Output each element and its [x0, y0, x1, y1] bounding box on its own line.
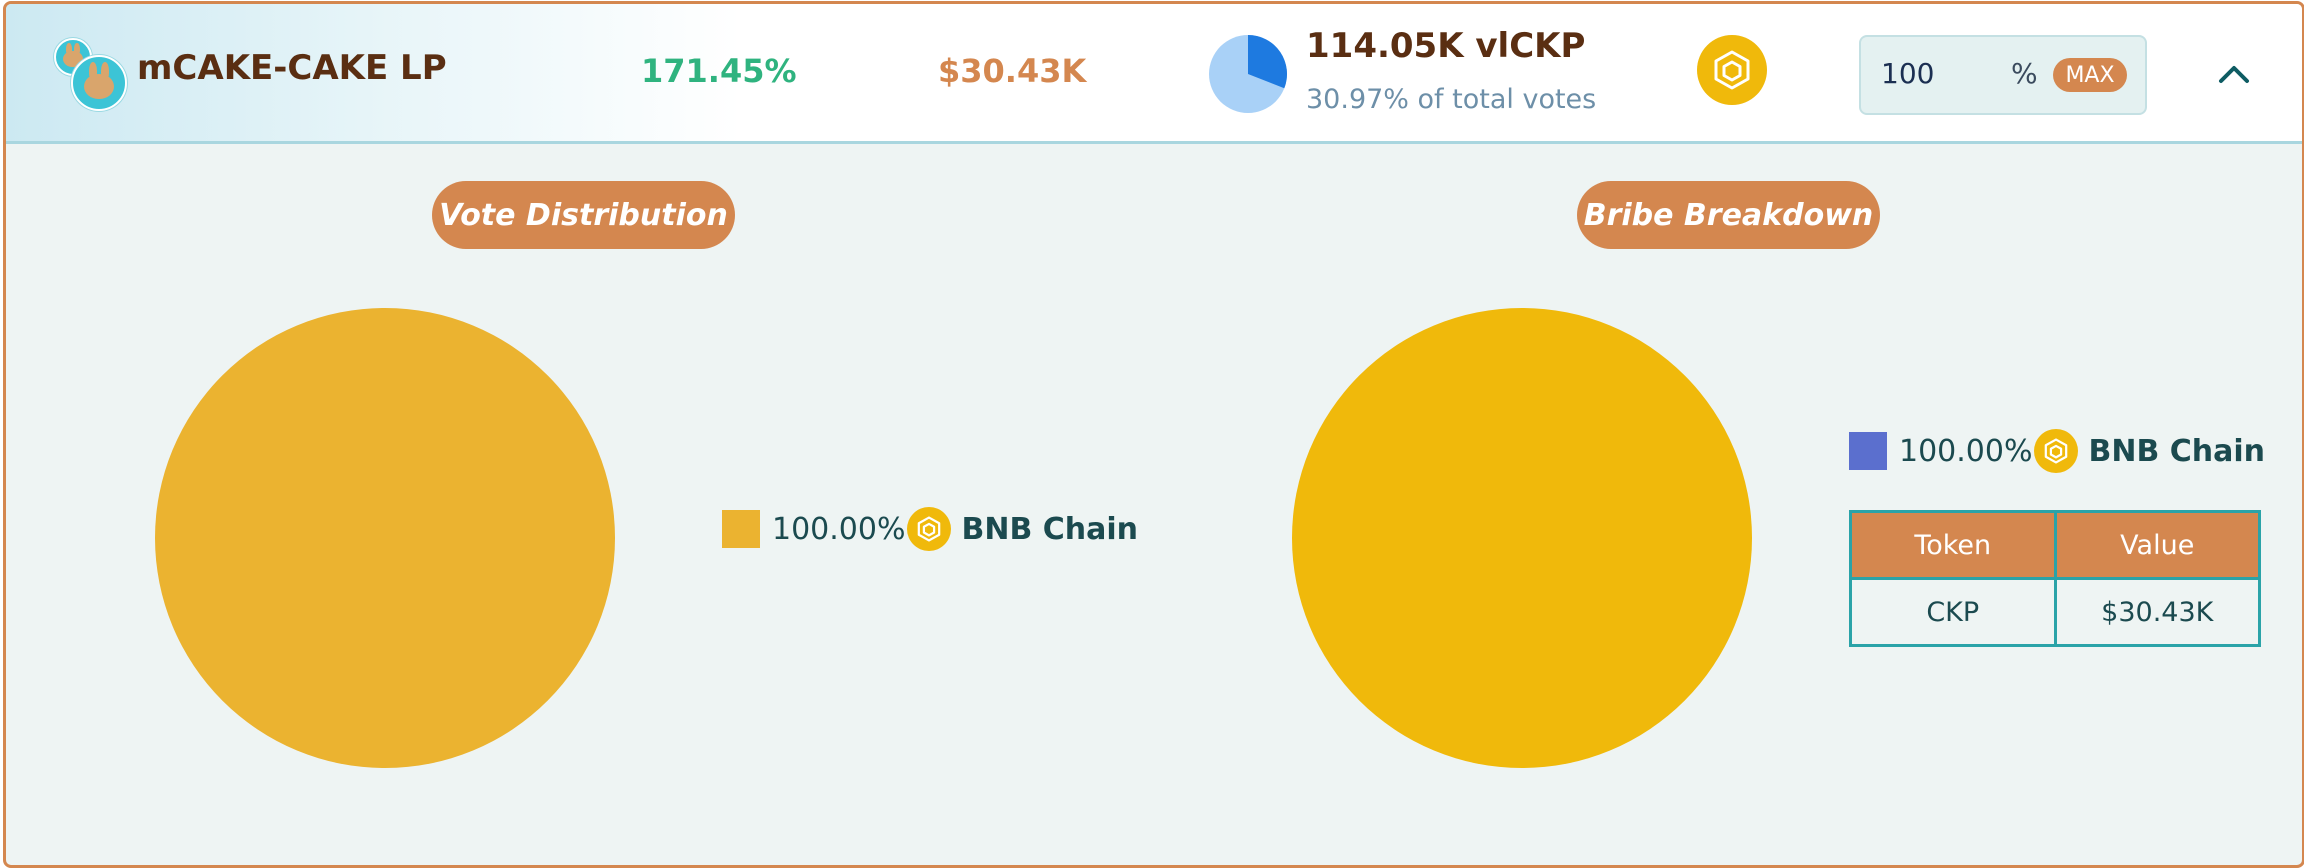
bribe-breakdown-pie-slice-bnb-chain: [1292, 308, 1752, 768]
vote-share-pie-icon: [1209, 35, 1287, 113]
max-button[interactable]: MAX: [2053, 58, 2127, 92]
table-row: CKP $30.43K: [1849, 577, 2261, 647]
legend-percent: 100.00%: [772, 511, 906, 547]
pool-name: mCAKE-CAKE LP: [137, 48, 447, 88]
legend-label: BNB Chain: [961, 511, 1139, 547]
table-cell-token: CKP: [1849, 577, 2057, 647]
vote-percent-field: % MAX: [1859, 35, 2147, 115]
vote-share-pie-slice: [1248, 35, 1287, 89]
votes-value: 114.05K vlCKP: [1306, 26, 1586, 66]
bribe-table: Token Value CKP $30.43K: [1849, 510, 2261, 647]
bribe-breakdown-legend-item: 100.00% BNB Chain: [1849, 429, 2265, 473]
vote-distribution-pie-slice-bnb-chain: [155, 308, 615, 768]
legend-percent: 100.00%: [1899, 433, 2033, 469]
table-header-row: Token Value: [1849, 510, 2261, 580]
pool-token-logos: [54, 36, 130, 112]
cake-token-icon: [71, 55, 127, 111]
table-cell-value: $30.43K: [2053, 577, 2261, 647]
vote-percent-input[interactable]: [1879, 56, 1993, 91]
column-header-value: Value: [2053, 510, 2261, 580]
bnb-chain-icon: [907, 507, 952, 551]
bribe-breakdown-pie: [1292, 308, 1752, 768]
percent-symbol: %: [2011, 57, 2038, 90]
bnb-chain-icon: [1697, 35, 1767, 105]
legend-swatch: [1849, 432, 1887, 470]
votes-share: 30.97% of total votes: [1306, 84, 1597, 115]
bnb-chain-icon: [2034, 429, 2079, 473]
column-header-token: Token: [1849, 510, 2057, 580]
apr-value: 171.45%: [641, 52, 797, 90]
legend-swatch: [722, 510, 760, 548]
bribe-breakdown-title: Bribe Breakdown: [1577, 181, 1880, 249]
pool-card: mCAKE-CAKE LP 171.45% $30.43K 114.05K vl…: [3, 1, 2304, 868]
tvl-value: $30.43K: [938, 52, 1087, 90]
vote-distribution-pie: [155, 308, 615, 768]
legend-label: BNB Chain: [2088, 433, 2266, 469]
vote-distribution-legend-item: 100.00% BNB Chain: [722, 507, 1138, 551]
pool-header[interactable]: mCAKE-CAKE LP 171.45% $30.43K 114.05K vl…: [6, 4, 2302, 144]
vote-distribution-title: Vote Distribution: [432, 181, 735, 249]
chevron-up-icon[interactable]: [2214, 58, 2254, 88]
